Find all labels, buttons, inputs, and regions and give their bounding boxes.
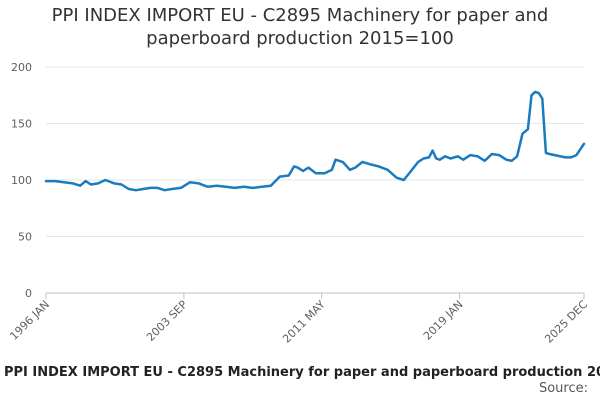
footer-caption: PPI INDEX IMPORT EU - C2895 Machinery fo… (4, 365, 600, 380)
x-tick-label-2: 2011 MAY (280, 298, 328, 346)
x-tick-label-0: 1996 JAN (7, 298, 52, 343)
y-tick-label-50: 50 (18, 231, 32, 244)
chart-title: PPI INDEX IMPORT EU - C2895 Machinery fo… (0, 4, 600, 50)
y-axis: 0 50 100 150 200 (11, 61, 32, 300)
x-tick-label-1: 2003 SEP (144, 298, 190, 344)
y-tick-label-0: 0 (25, 287, 32, 300)
y-tick-label-200: 200 (11, 61, 32, 74)
y-tick-label-150: 150 (11, 118, 32, 131)
gridlines (46, 66, 584, 294)
chart-title-line-1: PPI INDEX IMPORT EU - C2895 Machinery fo… (51, 5, 549, 26)
footer-source: Source: (538, 381, 588, 396)
x-axis: 1996 JAN 2003 SEP 2011 MAY 2019 JAN 2025 DEC (7, 293, 590, 346)
chart-title-line-2: paperboard production 2015=100 (146, 28, 454, 49)
x-tick-label-3: 2019 JAN (421, 298, 466, 343)
series-line-0 (44, 90, 586, 192)
y-tick-label-100: 100 (11, 174, 32, 187)
series-layer (44, 90, 586, 192)
x-tick-label-4: 2025 DEC (542, 298, 590, 346)
